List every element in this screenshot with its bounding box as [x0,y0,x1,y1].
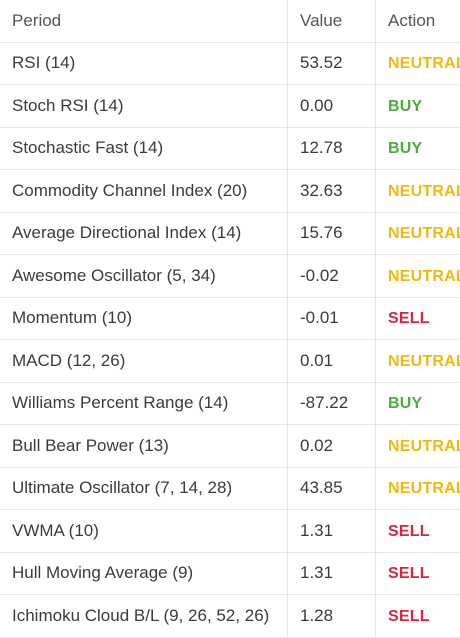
action-badge-neutral: NEUTRAL [388,353,460,370]
indicator-value: -87.22 [288,382,376,425]
indicator-action-cell: NEUTRAL [376,212,460,255]
indicator-name: Momentum (10) [0,297,288,340]
action-badge-sell: SELL [388,310,430,327]
indicator-value: 53.52 [288,42,376,85]
indicator-name: Williams Percent Range (14) [0,382,288,425]
indicator-name: Ichimoku Cloud B/L (9, 26, 52, 26) [0,595,288,638]
value-column-header: Value [288,0,376,42]
indicator-action-cell: SELL [376,297,460,340]
action-badge-neutral: NEUTRAL [388,55,460,72]
indicator-name: Ultimate Oscillator (7, 14, 28) [0,467,288,510]
indicator-action-cell: BUY [376,127,460,170]
action-badge-sell: SELL [388,523,430,540]
indicator-value: 0.00 [288,85,376,128]
indicator-name: Stochastic Fast (14) [0,127,288,170]
action-badge-buy: BUY [388,395,422,412]
indicator-action-cell: BUY [376,382,460,425]
table-row: Stoch RSI (14)0.00 BUY [0,85,460,128]
action-badge-sell: SELL [388,608,430,625]
indicator-name: Average Directional Index (14) [0,212,288,255]
indicator-value: 12.78 [288,127,376,170]
action-badge-sell: SELL [388,565,430,582]
table-header: Period Value Action [0,0,460,42]
action-column-header: Action [376,0,460,42]
table-row: Stochastic Fast (14)12.78 BUY [0,127,460,170]
period-column-header: Period [0,0,288,42]
action-badge-neutral: NEUTRAL [388,225,460,242]
indicator-action-cell: NEUTRAL [376,467,460,510]
indicator-value: -0.01 [288,297,376,340]
table-row: RSI (14)53.52 NEUTRAL [0,42,460,85]
indicator-name: Commodity Channel Index (20) [0,170,288,213]
indicator-name: Bull Bear Power (13) [0,425,288,468]
indicator-value: 1.31 [288,510,376,553]
table-row: Williams Percent Range (14)-87.22 BUY [0,382,460,425]
indicator-value: 15.76 [288,212,376,255]
indicator-action-cell: NEUTRAL [376,42,460,85]
table-row: Ultimate Oscillator (7, 14, 28)43.85 NEUT… [0,467,460,510]
indicator-name: Stoch RSI (14) [0,85,288,128]
indicator-value: 1.28 [288,595,376,638]
header-row: Period Value Action [0,0,460,42]
action-badge-neutral: NEUTRAL [388,438,460,455]
action-badge-buy: BUY [388,140,422,157]
indicator-value: -0.02 [288,255,376,298]
indicator-name: VWMA (10) [0,510,288,553]
table-row: MACD (12, 26)0.01 NEUTRAL [0,340,460,383]
table-row: Hull Moving Average (9)1.31 SELL [0,552,460,595]
action-badge-neutral: NEUTRAL [388,480,460,497]
table-row: Bull Bear Power (13)0.02 NEUTRAL [0,425,460,468]
table-row: Average Directional Index (14)15.76 NEUTR… [0,212,460,255]
indicator-name: Awesome Oscillator (5, 34) [0,255,288,298]
indicator-action-cell: SELL [376,595,460,638]
indicator-value: 32.63 [288,170,376,213]
action-badge-buy: BUY [388,98,422,115]
indicator-name: Hull Moving Average (9) [0,552,288,595]
table-row: Momentum (10)-0.01 SELL [0,297,460,340]
indicator-action-cell: SELL [376,552,460,595]
indicator-name: MACD (12, 26) [0,340,288,383]
table-row: VWMA (10)1.31 SELL [0,510,460,553]
indicator-name: RSI (14) [0,42,288,85]
indicator-action-cell: NEUTRAL [376,255,460,298]
indicator-value: 43.85 [288,467,376,510]
indicator-action-cell: NEUTRAL [376,425,460,468]
indicator-value: 1.31 [288,552,376,595]
table-row: Ichimoku Cloud B/L (9, 26, 52, 26)1.28 SE… [0,595,460,638]
indicator-action-cell: BUY [376,85,460,128]
indicator-action-cell: SELL [376,510,460,553]
table-body: RSI (14)53.52 NEUTRAL Stoch RSI (14)0.00 BU… [0,42,460,637]
indicator-value: 0.02 [288,425,376,468]
indicator-value: 0.01 [288,340,376,383]
indicator-action-cell: NEUTRAL [376,170,460,213]
table-row: Awesome Oscillator (5, 34)-0.02 NEUTRAL [0,255,460,298]
action-badge-neutral: NEUTRAL [388,183,460,200]
action-badge-neutral: NEUTRAL [388,268,460,285]
indicator-action-cell: NEUTRAL [376,340,460,383]
table-row: Commodity Channel Index (20)32.63 NEUTRAL [0,170,460,213]
